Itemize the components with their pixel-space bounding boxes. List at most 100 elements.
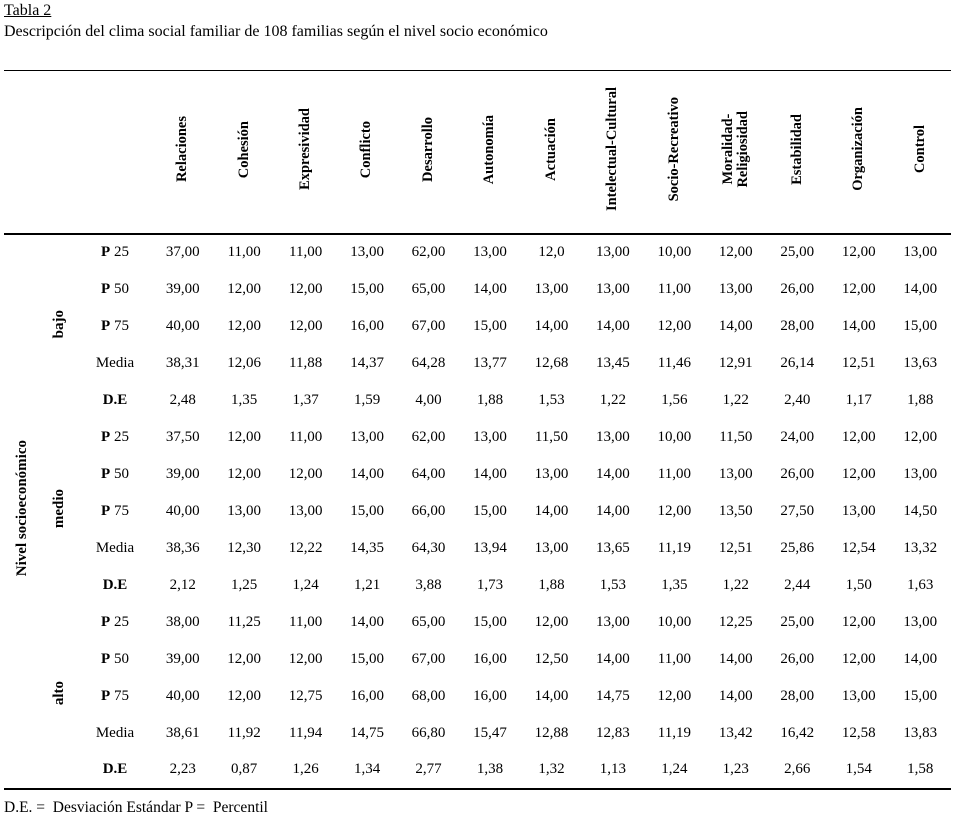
value-cell: 14,37 bbox=[350, 354, 384, 371]
value-cell: 13,00 bbox=[288, 502, 323, 519]
column-header: Desarrollo bbox=[398, 71, 459, 234]
value-cell: 15,00 bbox=[350, 280, 384, 297]
value-cell: 1,22 bbox=[722, 576, 749, 593]
value-cell: 28,00 bbox=[780, 687, 815, 704]
value-cell: 38,36 bbox=[165, 539, 200, 556]
value-cell: 24,00 bbox=[780, 428, 815, 445]
value-cell: 26,00 bbox=[780, 280, 815, 297]
value-cell: 40,00 bbox=[165, 317, 200, 334]
column-header-label: Actuación bbox=[542, 117, 559, 181]
column-header: Conflicto bbox=[336, 71, 397, 234]
header-spacer bbox=[4, 71, 152, 234]
value-cell: 12,50 bbox=[534, 650, 569, 667]
value-cell: 1,56 bbox=[661, 391, 688, 408]
value-cell: 15,00 bbox=[903, 687, 938, 704]
value-cell: 13,00 bbox=[903, 465, 938, 482]
value-cell: 1,34 bbox=[353, 761, 381, 777]
row-label: D.E bbox=[102, 576, 128, 593]
value-cell: 38,61 bbox=[165, 724, 200, 741]
value-cell: 37,00 bbox=[165, 244, 200, 260]
value-cell: 13,00 bbox=[718, 280, 753, 297]
row-label: P 25 bbox=[101, 428, 129, 445]
value-cell: 13,00 bbox=[903, 613, 938, 630]
value-cell: 68,00 bbox=[411, 687, 446, 704]
value-cell: 1,22 bbox=[599, 391, 627, 408]
value-cell: 25,00 bbox=[780, 244, 815, 260]
value-cell: 2,12 bbox=[169, 576, 196, 593]
value-cell: 14,35 bbox=[350, 539, 384, 556]
value-cell: 1,88 bbox=[476, 391, 504, 408]
value-cell: 13,00 bbox=[596, 244, 630, 260]
value-cell: 14,00 bbox=[903, 650, 938, 667]
table-row: P 75 40,00 12,00 12,75 16,00 68,00 16,00 14,00 1… bbox=[4, 678, 951, 715]
value-cell: 13,94 bbox=[473, 539, 507, 556]
value-cell: 13,00 bbox=[473, 428, 507, 445]
value-cell: 14,00 bbox=[534, 687, 569, 704]
value-cell: 10,00 bbox=[657, 244, 692, 260]
value-cell: 39,00 bbox=[165, 465, 200, 482]
value-cell: 62,00 bbox=[411, 428, 446, 445]
table-row: Nivel socioeconómico bajo P 25 37,00 11,00 11… bbox=[4, 234, 951, 577]
column-header-label: Autonomía bbox=[481, 114, 498, 184]
value-cell: 15,00 bbox=[350, 650, 384, 667]
value-cell: 13,00 bbox=[841, 502, 876, 519]
value-cell: 16,00 bbox=[473, 687, 507, 704]
value-cell: 66,80 bbox=[411, 724, 446, 741]
column-header-label: Intelectual-Cultural bbox=[604, 87, 621, 212]
value-cell: 2,77 bbox=[415, 761, 442, 777]
value-cell: 14,00 bbox=[718, 317, 753, 334]
document-page: Tabla 2 Descripción del clima social fam… bbox=[4, 2, 951, 816]
row-label: P 50 bbox=[101, 465, 129, 482]
value-cell: 14,50 bbox=[903, 502, 938, 519]
value-cell: 1,35 bbox=[231, 391, 258, 408]
value-cell: 14,00 bbox=[534, 502, 569, 519]
value-cell: 66,00 bbox=[411, 502, 446, 519]
value-cell: 12,00 bbox=[227, 428, 262, 445]
value-cell: 14,00 bbox=[473, 465, 507, 482]
value-cell: 12,00 bbox=[841, 244, 876, 260]
table-header: Relaciones Cohesión Expresividad Conflicto D… bbox=[4, 71, 951, 234]
value-cell: 12,00 bbox=[288, 280, 323, 297]
value-cell: 11,92 bbox=[227, 724, 261, 741]
column-header-label: Expresividad bbox=[297, 108, 314, 191]
value-cell: 12,00 bbox=[534, 613, 569, 630]
column-header-label: Conflicto bbox=[358, 120, 375, 178]
value-cell: 12,00 bbox=[841, 428, 876, 445]
value-cell: 12,00 bbox=[903, 428, 938, 445]
value-cell: 14,00 bbox=[596, 317, 630, 334]
value-cell: 1,38 bbox=[476, 761, 504, 777]
row-label: P 25 bbox=[101, 244, 129, 260]
value-cell: 12,00 bbox=[841, 613, 876, 630]
value-cell: 2,48 bbox=[169, 391, 196, 408]
value-cell: 39,00 bbox=[165, 650, 200, 667]
column-header: Socio-Recreativo bbox=[644, 71, 705, 234]
value-cell: 13,00 bbox=[596, 613, 630, 630]
value-cell: 12,06 bbox=[227, 354, 262, 371]
value-cell: 15,00 bbox=[473, 613, 507, 630]
value-cell: 1,26 bbox=[292, 761, 319, 777]
value-cell: 2,23 bbox=[169, 761, 196, 777]
value-cell: 14,00 bbox=[596, 465, 630, 482]
table-row: D.E 2,12 1,25 1,24 1,21 3,88 1,73 1,88 1,53 1,35 1… bbox=[4, 567, 951, 604]
value-cell: 15,00 bbox=[473, 502, 507, 519]
value-cell: 12,00 bbox=[227, 465, 262, 482]
value-cell: 28,00 bbox=[780, 317, 815, 334]
value-cell: 13,00 bbox=[534, 539, 569, 556]
value-cell: 10,00 bbox=[657, 428, 692, 445]
value-cell: 12,00 bbox=[841, 465, 876, 482]
value-cell: 1,53 bbox=[599, 576, 627, 593]
header-row: Relaciones Cohesión Expresividad Conflicto D… bbox=[4, 71, 951, 234]
column-header: Expresividad bbox=[275, 71, 336, 234]
column-header: Organización bbox=[828, 71, 889, 234]
table-row: D.E 2,23 0,87 1,26 1,34 2,77 1,38 1,32 1,13 1,24 1… bbox=[4, 752, 951, 789]
value-cell: 12,00 bbox=[657, 502, 692, 519]
value-cell: 14,75 bbox=[596, 687, 630, 704]
column-header-label: Socio-Recreativo bbox=[665, 97, 682, 202]
row-label: Media bbox=[95, 724, 135, 741]
value-cell: 12,00 bbox=[718, 244, 753, 260]
value-cell: 14,00 bbox=[473, 280, 507, 297]
value-cell: 10,00 bbox=[657, 613, 692, 630]
value-cell: 13,65 bbox=[596, 539, 630, 556]
table-row: P 50 39,00 12,00 12,00 15,00 65,00 14,00 13,00 1… bbox=[4, 271, 951, 308]
value-cell: 12,00 bbox=[657, 687, 692, 704]
